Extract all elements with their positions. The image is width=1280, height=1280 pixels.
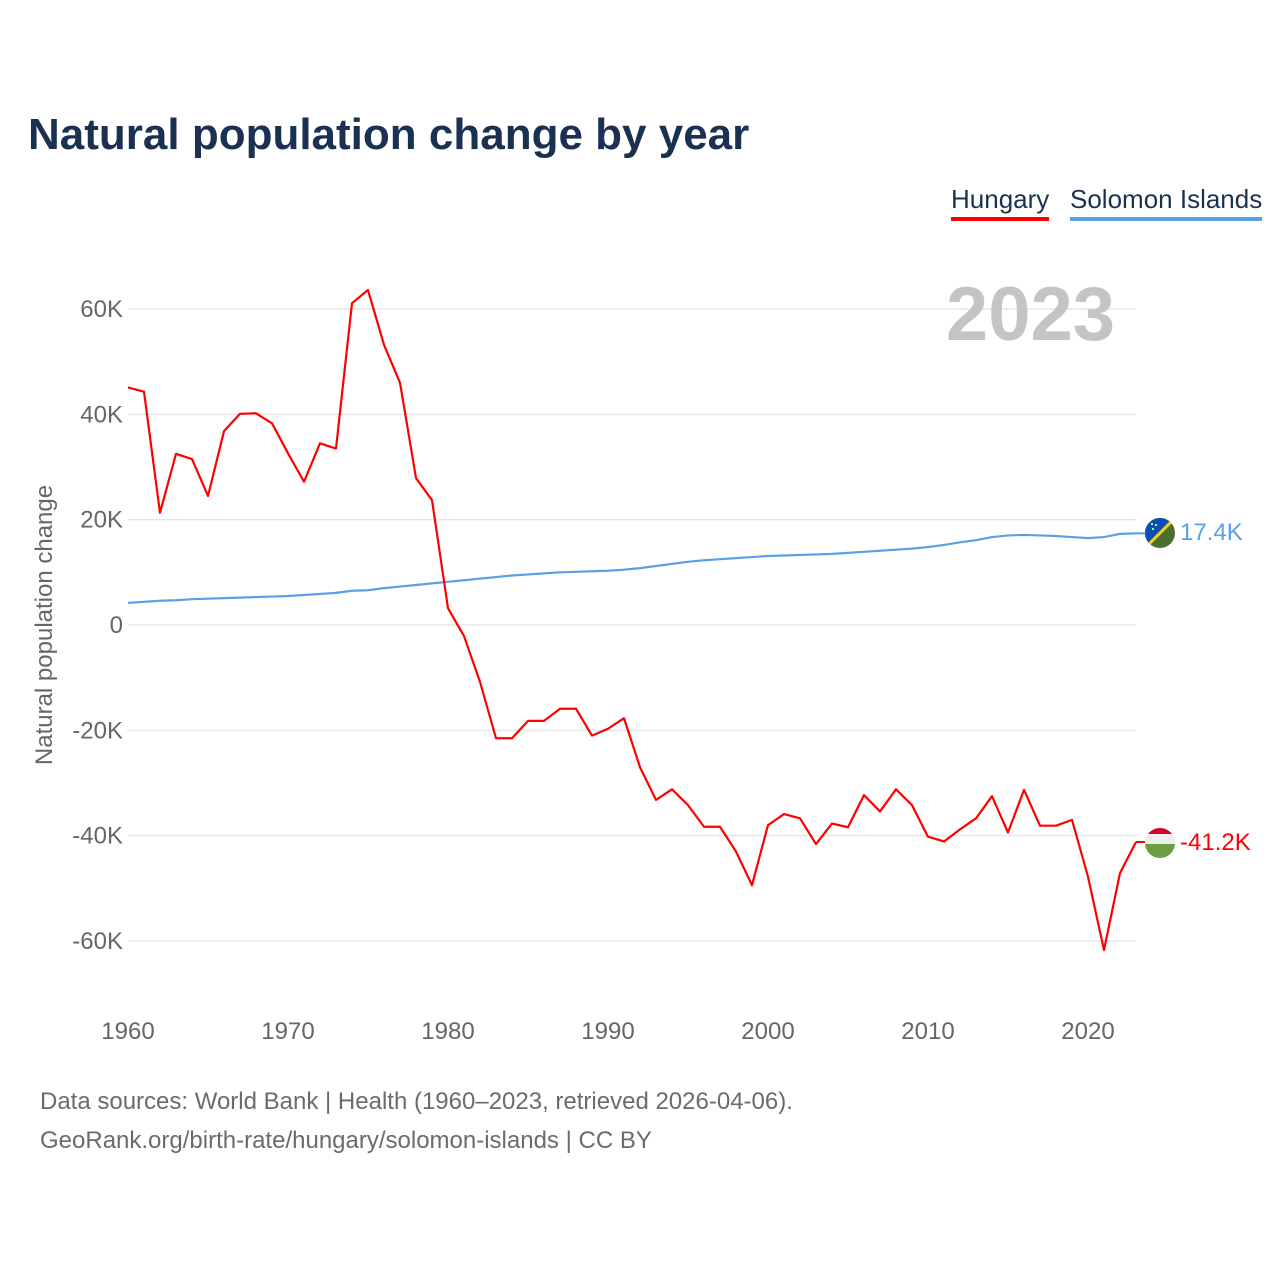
- y-tick-label: 60K: [80, 296, 123, 323]
- current-year-label: 2023: [946, 272, 1115, 357]
- y-tick-label: 0: [110, 612, 123, 639]
- legend-solomon-islands[interactable]: Solomon Islands: [1070, 184, 1263, 221]
- y-tick-label: -60K: [72, 928, 123, 955]
- solomon-end-value: 17.4K: [1180, 519, 1243, 546]
- x-tick-label: 1960: [101, 1018, 154, 1045]
- hungary-end-value: -41.2K: [1180, 829, 1251, 856]
- x-tick-label: 1980: [421, 1018, 474, 1045]
- solomon-islands-flag-icon: [1145, 518, 1175, 548]
- footer-link[interactable]: GeoRank.org/birth-rate/hungary/solomon-i…: [40, 1127, 652, 1154]
- x-tick-label: 2010: [901, 1018, 954, 1045]
- x-tick-label: 2020: [1061, 1018, 1114, 1045]
- y-tick-label: -20K: [72, 717, 123, 744]
- chart-title: Natural population change by year: [28, 110, 750, 159]
- series-line-solomon-islands[interactable]: [127, 532, 1137, 604]
- x-tick-label: 2000: [741, 1018, 794, 1045]
- series-line-hungary[interactable]: [127, 288, 1137, 952]
- y-tick-label: 20K: [80, 507, 123, 534]
- y-axis-label: Natural population change: [31, 485, 58, 765]
- hungary-flag-icon: [1145, 828, 1175, 858]
- legend-hungary[interactable]: Hungary: [951, 184, 1050, 221]
- y-tick-label: 40K: [80, 401, 123, 428]
- x-tick-label: 1970: [261, 1018, 314, 1045]
- y-tick-label: -40K: [72, 823, 123, 850]
- footer-source: Data sources: World Bank | Health (1960–…: [40, 1088, 793, 1115]
- x-tick-label: 1990: [581, 1018, 634, 1045]
